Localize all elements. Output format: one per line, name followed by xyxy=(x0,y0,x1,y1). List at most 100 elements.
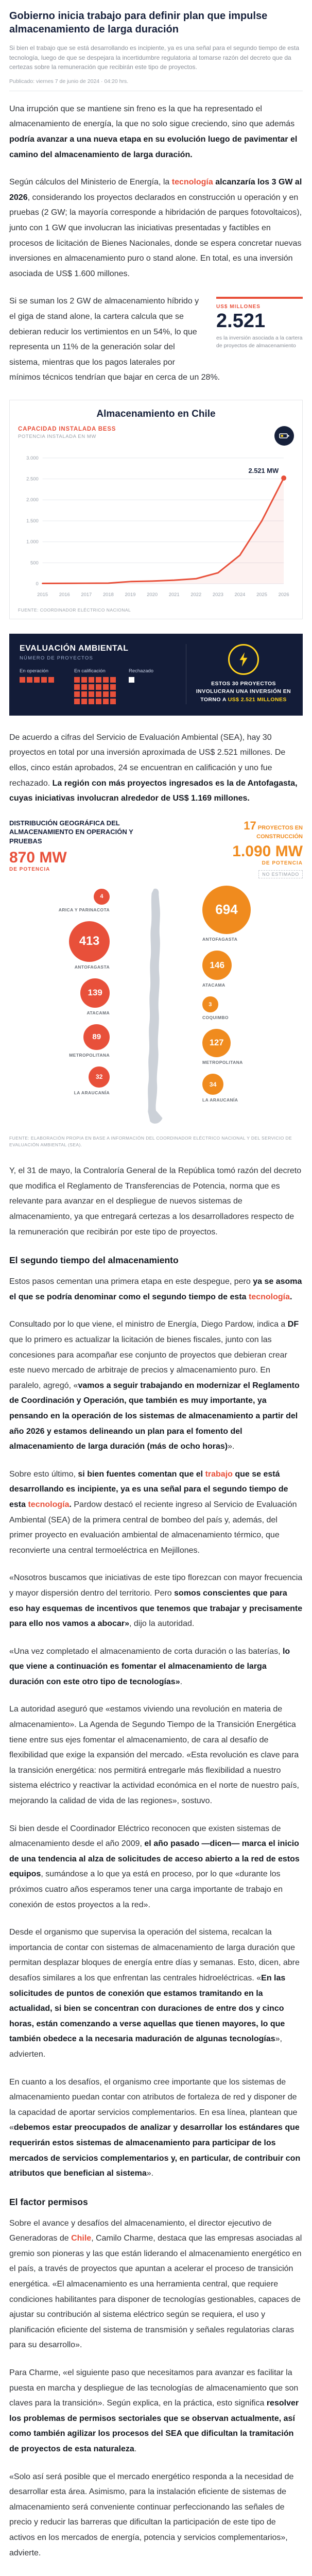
eval-subtitle: NÚMERO DE PROYECTOS xyxy=(20,655,93,661)
text-run: , sumándose a lo que ya está en proceso,… xyxy=(9,1870,283,1909)
eval-right-panel: ESTOS 30 PROYECTOS INVOLUCRAN UNA INVERS… xyxy=(186,643,292,704)
lightning-icon xyxy=(228,643,259,675)
svg-text:2022: 2022 xyxy=(190,591,201,597)
text-run: el año pasado —dicen— marca el inicio de… xyxy=(9,1839,300,1879)
project-dot xyxy=(110,684,116,690)
text-run: De acuerdo a cifras del Servicio de Eval… xyxy=(9,733,286,788)
text-run: resolver los problemas de permisos secto… xyxy=(9,2399,299,2453)
text-run: ya se asoma el que se podría denominar c… xyxy=(9,1277,302,1301)
svg-text:2020: 2020 xyxy=(147,591,158,597)
map-body: 4 ARICA Y PARINACOTA 413 ANTOFAGASTA 139 ATAC… xyxy=(9,885,303,1128)
project-status-group: En operación xyxy=(20,668,63,683)
inline-link[interactable]: trabajo xyxy=(205,1469,233,1479)
project-dot xyxy=(89,684,94,690)
region-label: ANTOFAGASTA xyxy=(202,936,238,942)
text-run: La región con más proyectos ingresados e… xyxy=(9,778,298,803)
svg-text:2023: 2023 xyxy=(213,591,223,597)
construction-projects-title: 17 PROYECTOS EN CONSTRUCCIÓN xyxy=(210,819,303,841)
svg-text:0: 0 xyxy=(36,581,38,586)
not-estimated-note: NO ESTIMADO xyxy=(258,870,303,878)
project-dot xyxy=(96,698,101,704)
project-status-label: En calificación xyxy=(74,668,106,674)
project-dot-groups: En operación En calificación Rechazado xyxy=(20,668,177,704)
text-run: si bien fuentes comentan que el xyxy=(78,1469,205,1479)
article-body-intro: Una irrupción que se mantiene sin freno … xyxy=(9,101,303,385)
article-paragraph: La autoridad aseguró que «estamos vivien… xyxy=(9,1702,303,1808)
article-paragraph: Para Charme, «el siguiente paso que nece… xyxy=(9,2365,303,2457)
construction-regions-column: 694 ANTOFAGASTA 146 ATACAMA 3 COQUIMBO 127 METR… xyxy=(202,885,303,1104)
region-item: 4 ARICA Y PARINACOTA xyxy=(59,888,110,913)
text-run: . xyxy=(180,1677,183,1686)
article-body-mid: De acuerdo a cifras del Servicio de Eval… xyxy=(9,730,303,806)
publish-date: Publicado: viernes 7 de junio de 2024 · … xyxy=(9,78,303,91)
text-run: Si bien desde el Coordinador Eléctrico r… xyxy=(9,1824,281,1849)
eval-investment-note: ESTOS 30 PROYECTOS INVOLUCRAN UNA INVERS… xyxy=(195,680,292,704)
article-paragraph: Según cálculos del Ministerio de Energía… xyxy=(9,175,303,281)
svg-text:2025: 2025 xyxy=(256,591,267,597)
bess-capacity-line-chart: 0 500 1.000 1.500 2.000 2.500 3.000 2015 2016 201… xyxy=(26,455,289,597)
project-dot xyxy=(129,676,134,683)
svg-text:500: 500 xyxy=(30,560,39,565)
region-label: ATACAMA xyxy=(86,1010,110,1015)
chile-map-silhouette xyxy=(148,888,163,1124)
article-paragraph: En cuanto a los desafíos, el organismo c… xyxy=(9,2075,303,2181)
region-value-circle: 146 xyxy=(202,950,232,980)
article-paragraph: Y, el 31 de mayo, la Contraloría General… xyxy=(9,1163,303,1240)
article-body-rest: Y, el 31 de mayo, la Contraloría General… xyxy=(9,1163,303,2561)
article-lede: Si bien el trabajo que se está desarroll… xyxy=(9,44,300,71)
stat-callout: US$ millones 2.521 es la inversión asociad… xyxy=(216,297,303,350)
article-paragraph: Si bien desde el Coordinador Eléctrico r… xyxy=(9,1821,303,1913)
project-dot xyxy=(81,691,87,697)
project-dot xyxy=(103,691,109,697)
region-item: 3 COQUIMBO xyxy=(202,996,229,1021)
text-run: Consultado por lo que viene, el ministro… xyxy=(9,1320,288,1329)
svg-text:2.500: 2.500 xyxy=(26,476,39,481)
region-value-circle: 32 xyxy=(89,1066,110,1088)
region-value-circle: 127 xyxy=(202,1028,231,1058)
chart-subtitle-row: CAPACIDAD INSTALADA BESS POTENCIA INSTAL… xyxy=(18,426,294,446)
project-dot-grid xyxy=(74,676,117,704)
battery-icon xyxy=(274,426,294,446)
project-dot xyxy=(89,691,94,697)
project-dot xyxy=(96,684,101,690)
project-dot xyxy=(96,676,101,683)
operating-power-value: 870 MW xyxy=(9,849,67,866)
construction-power-label: DE POTENCIA xyxy=(262,860,303,866)
construction-projects-text: PROYECTOS EN CONSTRUCCIÓN xyxy=(256,824,303,840)
svg-text:2017: 2017 xyxy=(81,591,92,597)
map-header: DISTRIBUCIÓN GEOGRÁFICA DEL ALMACENAMIEN… xyxy=(9,819,303,878)
article-paragraph: Desde el organismo que supervisa la oper… xyxy=(9,1925,303,2062)
map-header-left: DISTRIBUCIÓN GEOGRÁFICA DEL ALMACENAMIEN… xyxy=(9,819,164,878)
project-dot-grid xyxy=(20,676,63,683)
construction-power-stat: 1.090 MW DE POTENCIA xyxy=(210,842,303,866)
project-dot xyxy=(81,676,87,683)
text-run: somos conscientes que para eso hay esque… xyxy=(9,1588,303,1629)
article-paragraph: Una irrupción que se mantiene sin freno … xyxy=(9,101,303,162)
project-dot xyxy=(103,676,109,683)
text-run: Según cálculos del Ministerio de Energía… xyxy=(9,178,172,187)
inline-link[interactable]: tecnología xyxy=(248,1292,290,1301)
text-run: que se está desarrollando es incipiente,… xyxy=(9,1469,288,1509)
map-source: FUENTE: ELABORACIÓN PROPIA EN BASE A INF… xyxy=(9,1135,292,1147)
project-status-label: Rechazado xyxy=(129,668,154,674)
stat-number: 2.521 xyxy=(216,310,266,332)
article-title: Gobierno inicia trabajo para definir pla… xyxy=(9,10,268,35)
inline-link[interactable]: tecnología xyxy=(171,178,213,187)
text-run: DF xyxy=(287,1320,299,1329)
text-run: . xyxy=(134,2445,137,2453)
text-run: ». xyxy=(228,1442,235,1451)
region-value-circle: 694 xyxy=(202,885,251,934)
text-run: ». xyxy=(146,2169,154,2178)
region-item: 146 ATACAMA xyxy=(202,950,232,988)
section-heading: El segundo tiempo del almacenamiento xyxy=(9,1255,179,1266)
inline-link[interactable]: Chile xyxy=(71,2234,92,2243)
project-dot xyxy=(27,676,32,683)
construction-power-value: 1.090 MW xyxy=(232,842,303,860)
eval-left-panel: EVALUACIÓN AMBIENTAL NÚMERO DE PROYECTOS… xyxy=(20,644,177,704)
region-label: LA ARAUCANÍA xyxy=(202,1097,238,1103)
inline-link[interactable]: tecnología xyxy=(28,1500,70,1509)
text-run: Sobre esto último, xyxy=(9,1469,78,1479)
project-status-group: Rechazado xyxy=(129,668,172,683)
text-run: lo que viene a continuación es fomentar … xyxy=(9,1647,290,1686)
project-status-group: En calificación xyxy=(74,668,117,704)
